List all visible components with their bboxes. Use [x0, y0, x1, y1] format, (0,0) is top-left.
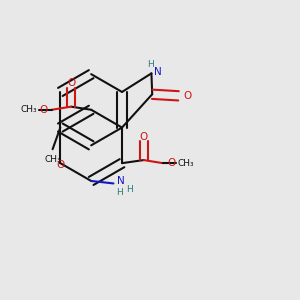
Text: CH₃: CH₃: [21, 105, 38, 114]
Text: O: O: [184, 91, 192, 101]
Text: CH₃: CH₃: [44, 155, 61, 164]
Text: H: H: [147, 60, 154, 69]
Text: N: N: [117, 176, 124, 186]
Text: O: O: [57, 160, 65, 170]
Text: CH₃: CH₃: [177, 159, 194, 168]
Text: H: H: [126, 184, 133, 194]
Text: O: O: [67, 78, 75, 88]
Text: N: N: [154, 67, 162, 77]
Text: O: O: [39, 105, 47, 115]
Text: O: O: [167, 158, 176, 168]
Text: O: O: [140, 131, 148, 142]
Text: H: H: [117, 188, 123, 197]
